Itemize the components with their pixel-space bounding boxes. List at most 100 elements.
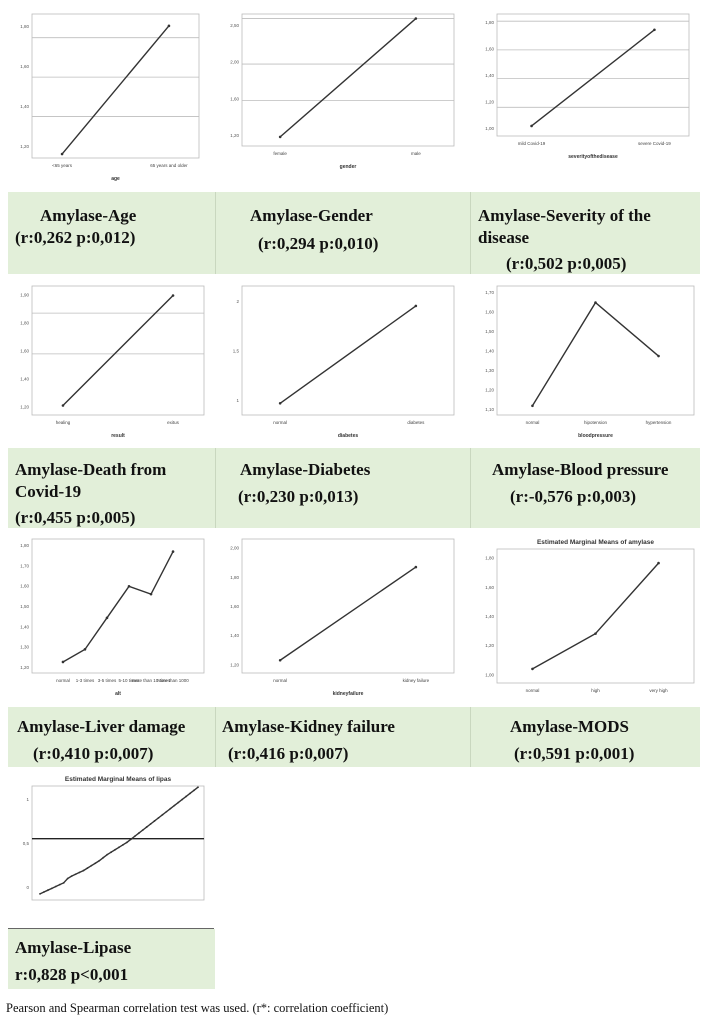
y-tick-label: 1,20	[230, 133, 239, 138]
x-tick-label: 5-10 times	[119, 678, 141, 683]
y-tick-label: 1,40	[230, 633, 239, 638]
y-tick-label: 1,40	[20, 377, 29, 382]
data-point	[171, 550, 175, 553]
chart-svg: 1 1,5 2 normal diabetes diabetes	[233, 285, 455, 439]
plot-frame	[31, 538, 205, 674]
y-tick-label: 1,20	[485, 643, 494, 648]
x-tick-label: normal	[56, 678, 70, 683]
chart-svg: 1,20 1,40 1,60 1,80 1,90 healing exitus result	[20, 285, 205, 439]
y-tick-label: 1,10	[485, 407, 494, 412]
y-tick-label: 1,40	[20, 624, 29, 629]
data-point	[189, 792, 192, 795]
x-tick-label: hipotension	[584, 420, 608, 425]
caption-death-stats: (r:0,455 p:0,005)	[15, 508, 136, 527]
y-tick-label: 1,20	[485, 100, 494, 105]
caption-age-title: Amylase-Age	[40, 206, 137, 225]
caption-kidney-title: Amylase-Kidney failure	[222, 717, 395, 736]
x-tick-label: 3-5 times	[98, 678, 117, 683]
caption-lipase-title: Amylase-Lipase	[15, 938, 132, 957]
caption-row-2	[8, 448, 700, 528]
chart-svg: 1,20 1,60 2,00 2,50 female male gender	[230, 13, 455, 170]
chart-amylase-severity: 1,00 1,20 1,40 1,60 1,80 mild Covid-19 severe …	[475, 8, 695, 166]
data-point	[193, 789, 195, 792]
y-tick-label: 1,50	[20, 604, 29, 609]
x-axis-label: gender	[340, 164, 357, 170]
x-tick-label: normal	[526, 688, 540, 693]
plot-frame	[31, 785, 205, 901]
series-line	[279, 18, 417, 138]
x-tick-label: male	[411, 151, 421, 156]
y-tick-label: 1,20	[485, 388, 494, 393]
x-tick-label: very high	[649, 688, 668, 693]
data-point	[167, 24, 171, 28]
data-point	[149, 823, 152, 825]
y-tick-label: 1	[26, 797, 29, 802]
data-point	[47, 889, 49, 892]
series-line	[61, 25, 170, 155]
x-axis-label: alt	[115, 691, 121, 697]
y-tick-label: 1,00	[485, 126, 494, 131]
x-tick-label: female	[273, 151, 287, 156]
caption-severity-title: Amylase-Severity of the	[478, 206, 651, 225]
y-tick-label: 0	[26, 885, 29, 890]
data-point	[141, 829, 144, 832]
data-point	[127, 584, 131, 588]
data-point	[118, 846, 120, 849]
data-point	[414, 304, 418, 308]
y-tick-label: 1,60	[20, 349, 29, 354]
caption-divider	[470, 707, 471, 767]
plot-frame	[241, 285, 455, 416]
y-tick-label: 1,30	[20, 645, 29, 650]
x-tick-label: diabetes	[407, 420, 425, 425]
data-point	[657, 561, 660, 565]
data-point	[43, 891, 45, 893]
x-tick-label: normal	[273, 678, 287, 683]
x-tick-label: severe Covid-19	[638, 141, 671, 146]
x-tick-label: high	[591, 688, 600, 693]
series-line	[62, 295, 174, 406]
data-point	[173, 804, 176, 807]
y-tick-label: 1,80	[485, 556, 494, 561]
data-point	[133, 835, 136, 838]
caption-lipase-stats: r:0,828 p<0,001	[15, 965, 129, 984]
data-point	[83, 648, 87, 651]
y-tick-label: 1,70	[20, 563, 29, 568]
caption-divider	[215, 448, 216, 528]
caption-kidney-stats: (r:0,416 p:0,007)	[228, 744, 349, 763]
x-tick-label: 65 years and older	[150, 163, 188, 168]
series-line	[532, 562, 660, 670]
x-tick-label: mild Covid-19	[518, 141, 546, 146]
data-point	[278, 135, 282, 139]
caption-bp-stats: (r:-0,576 p:0,003)	[510, 487, 637, 506]
plot-frame	[496, 13, 690, 137]
x-tick-label: kidney failure	[403, 678, 430, 683]
y-tick-label: 1,80	[485, 20, 494, 25]
y-tick-label: 0,5	[23, 841, 30, 846]
caption-severity-stats: (r:0,502 p:0,005)	[506, 254, 627, 273]
data-point	[531, 667, 534, 671]
data-point	[414, 17, 418, 20]
x-tick-label: hypertension	[646, 420, 672, 425]
chart-svg: Estimated Marginal Means of lipas 0 0,5 1	[23, 776, 205, 901]
chart-title: Estimated Marginal Means of amylase	[537, 539, 654, 546]
y-tick-label: 1,80	[20, 24, 29, 29]
plot-frame	[31, 285, 205, 416]
data-point	[114, 848, 116, 851]
y-tick-label: 1,20	[230, 662, 239, 667]
y-tick-label: 1,60	[20, 584, 29, 589]
chart-svg: Estimated Marginal Means of amylase 1,00 1…	[485, 539, 695, 693]
data-point	[145, 826, 148, 828]
y-tick-label: 1,5	[233, 349, 240, 354]
data-point	[106, 853, 109, 856]
data-point	[594, 632, 597, 635]
data-point	[74, 873, 77, 876]
y-tick-label: 1,30	[485, 368, 494, 373]
y-tick-label: 1,70	[485, 290, 494, 295]
x-tick-label: 1-3 times	[76, 678, 95, 683]
x-tick-label: normal	[526, 420, 540, 425]
x-tick-label: exitus	[167, 420, 180, 425]
y-tick-label: 2	[236, 299, 239, 304]
caption-death-title: Amylase-Death from	[15, 460, 167, 479]
y-tick-label: 1,60	[230, 604, 239, 609]
data-point	[62, 881, 65, 884]
